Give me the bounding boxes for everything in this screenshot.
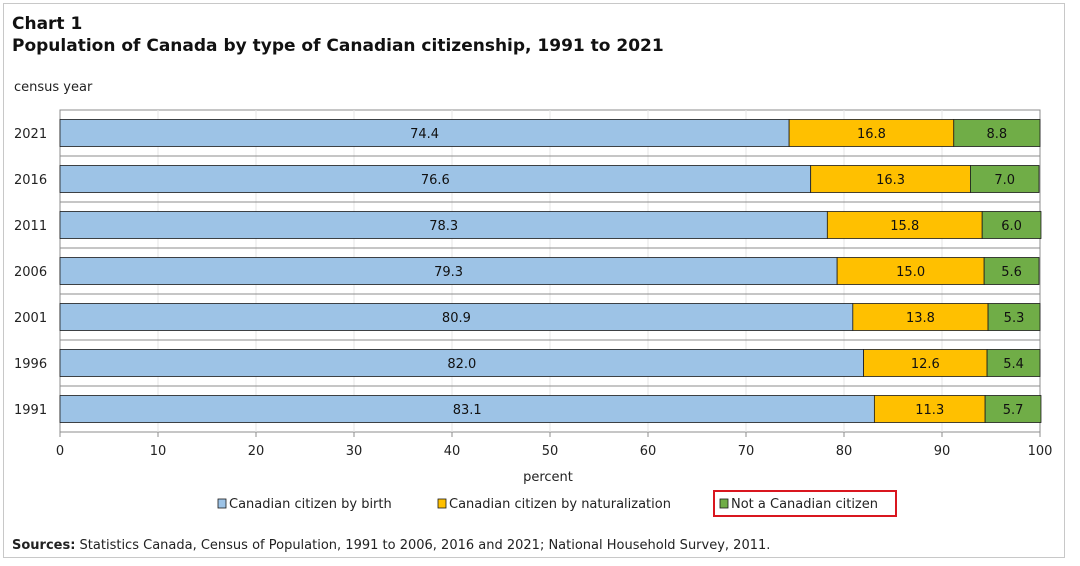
data-label: 83.1 [453,403,482,418]
sources-note: Sources: Statistics Canada, Census of Po… [12,538,770,553]
y-tick-label: 1991 [14,403,47,418]
legend-highlight-box [713,490,897,517]
y-tick-label: 2001 [14,311,47,326]
x-tick-label: 60 [640,444,657,459]
bar-segment [983,257,1040,285]
bar-segment [852,303,989,331]
bar-segment [59,257,838,285]
x-tick-label: 10 [150,444,167,459]
y-tick-label: 2006 [14,265,47,280]
data-label: 5.4 [1003,357,1024,372]
data-label: 80.9 [442,311,471,326]
data-label: 6.0 [1001,219,1022,234]
chart-label: Chart 1 [12,14,83,34]
x-tick-label: 70 [738,444,755,459]
bar-segment [59,349,864,377]
sources-text: Statistics Canada, Census of Population,… [75,538,771,553]
bar-segment [987,303,1041,331]
bar-segment [953,119,1041,147]
x-tick-label: 90 [934,444,951,459]
x-tick-label: 20 [248,444,265,459]
legend: Canadian citizen by birth Canadian citize… [217,490,897,517]
data-label: 76.6 [421,173,450,188]
y-tick-label: 2011 [14,219,47,234]
data-label: 13.8 [906,311,935,326]
data-label: 5.7 [1003,403,1024,418]
y-axis-title: census year [14,80,93,95]
x-axis-title: percent [523,470,573,485]
data-label: 79.3 [434,265,463,280]
data-label: 5.3 [1004,311,1025,326]
data-label: 12.6 [911,357,940,372]
bar-segment [836,257,985,285]
legend-swatch [719,498,729,509]
data-label: 15.0 [896,265,925,280]
data-label: 11.3 [915,403,944,418]
bars: 74.4 16.8 8.8 76.6 16.3 7.0 78.3 15.8 6.0 79.3 15.… [59,119,1042,423]
sources-label: Sources: [12,538,76,553]
bar-segment [981,211,1042,239]
legend-swatch [217,498,227,509]
data-label: 15.8 [890,219,919,234]
y-tick-label: 2021 [14,127,47,142]
legend-label: Not a Canadian citizen [731,497,878,512]
x-tick-label: 100 [1028,444,1053,459]
data-label: 74.4 [410,127,439,142]
bar-segment [59,165,812,193]
bar-segment [970,165,1040,193]
bar-segment [810,165,971,193]
data-label: 16.8 [857,127,886,142]
x-axis-ticks: 0 10 20 30 40 50 60 70 80 90 100 [56,432,1053,459]
y-tick-label: 1996 [14,357,47,372]
stacked-bar-chart: census year 74.4 16.8 8.8 76.6 16.3 7.0 78.3 15… [14,80,1053,517]
data-label: 16.3 [876,173,905,188]
x-tick-label: 80 [836,444,853,459]
data-label: 7.0 [994,173,1015,188]
data-label: 8.8 [987,127,1008,142]
bar-segment [59,211,828,239]
bar-segment [59,303,854,331]
x-tick-label: 30 [346,444,363,459]
x-tick-label: 50 [542,444,559,459]
bar-segment [986,349,1041,377]
bar-segment [863,349,988,377]
data-label: 82.0 [447,357,476,372]
bar-segment [984,395,1042,423]
data-label: 5.6 [1001,265,1022,280]
y-tick-label: 2016 [14,173,47,188]
legend-swatch [437,498,447,509]
legend-label: Canadian citizen by birth [229,497,392,512]
y-axis-labels: 2021 2016 2011 2006 2001 1996 1991 [14,127,47,418]
x-tick-label: 40 [444,444,461,459]
legend-label: Canadian citizen by naturalization [449,497,671,512]
x-tick-label: 0 [56,444,64,459]
bar-segment [873,395,986,423]
data-label: 78.3 [429,219,458,234]
chart-title: Population of Canada by type of Canadian… [12,36,664,56]
